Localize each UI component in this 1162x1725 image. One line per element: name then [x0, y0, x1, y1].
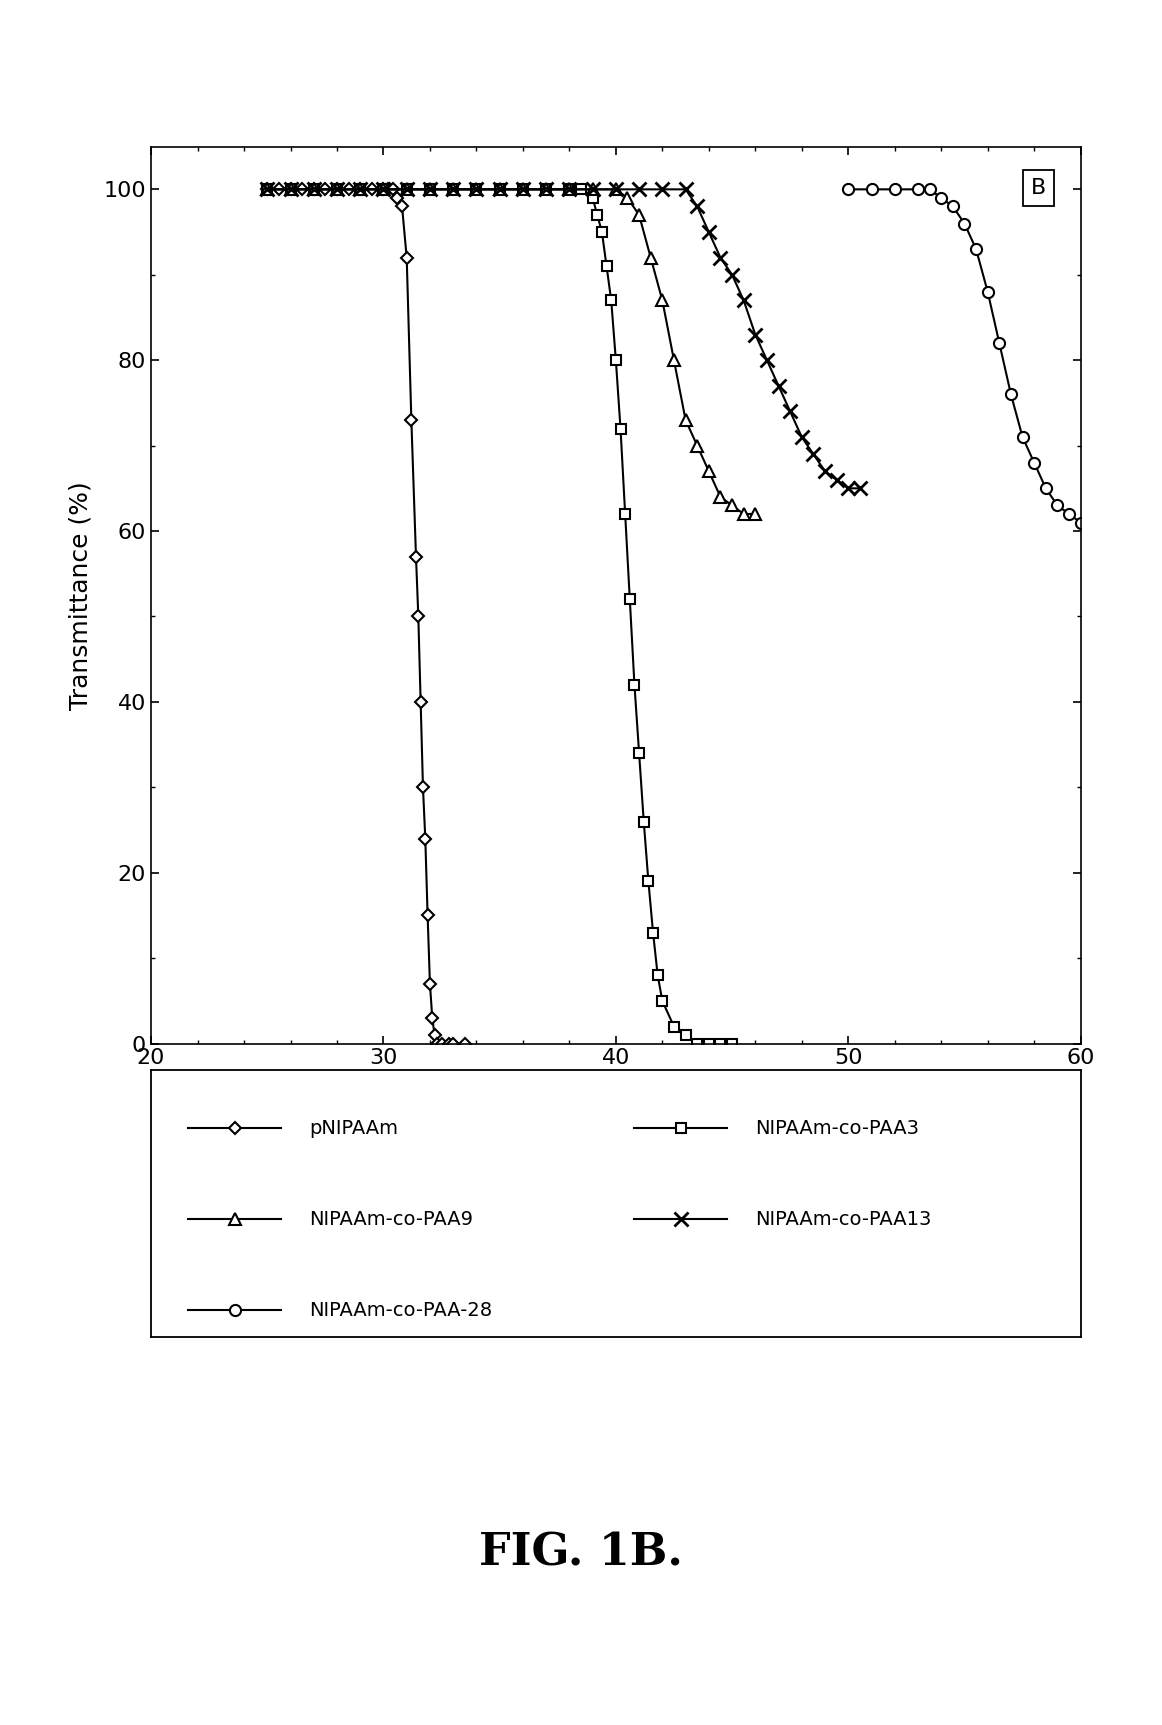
Text: NIPAAm-co-PAA3: NIPAAm-co-PAA3	[755, 1120, 919, 1138]
Text: FIG. 1B.: FIG. 1B.	[479, 1532, 683, 1573]
Text: NIPAAm-co-PAA-28: NIPAAm-co-PAA-28	[309, 1301, 493, 1320]
Text: NIPAAm-co-PAA13: NIPAAm-co-PAA13	[755, 1209, 932, 1228]
Text: pNIPAAm: pNIPAAm	[309, 1120, 399, 1138]
Text: NIPAAm-co-PAA9: NIPAAm-co-PAA9	[309, 1209, 473, 1228]
X-axis label: Temperature (°C ): Temperature (°C )	[504, 1080, 727, 1104]
Y-axis label: Transmittance (%): Transmittance (%)	[69, 481, 93, 709]
Text: B: B	[1031, 178, 1047, 198]
